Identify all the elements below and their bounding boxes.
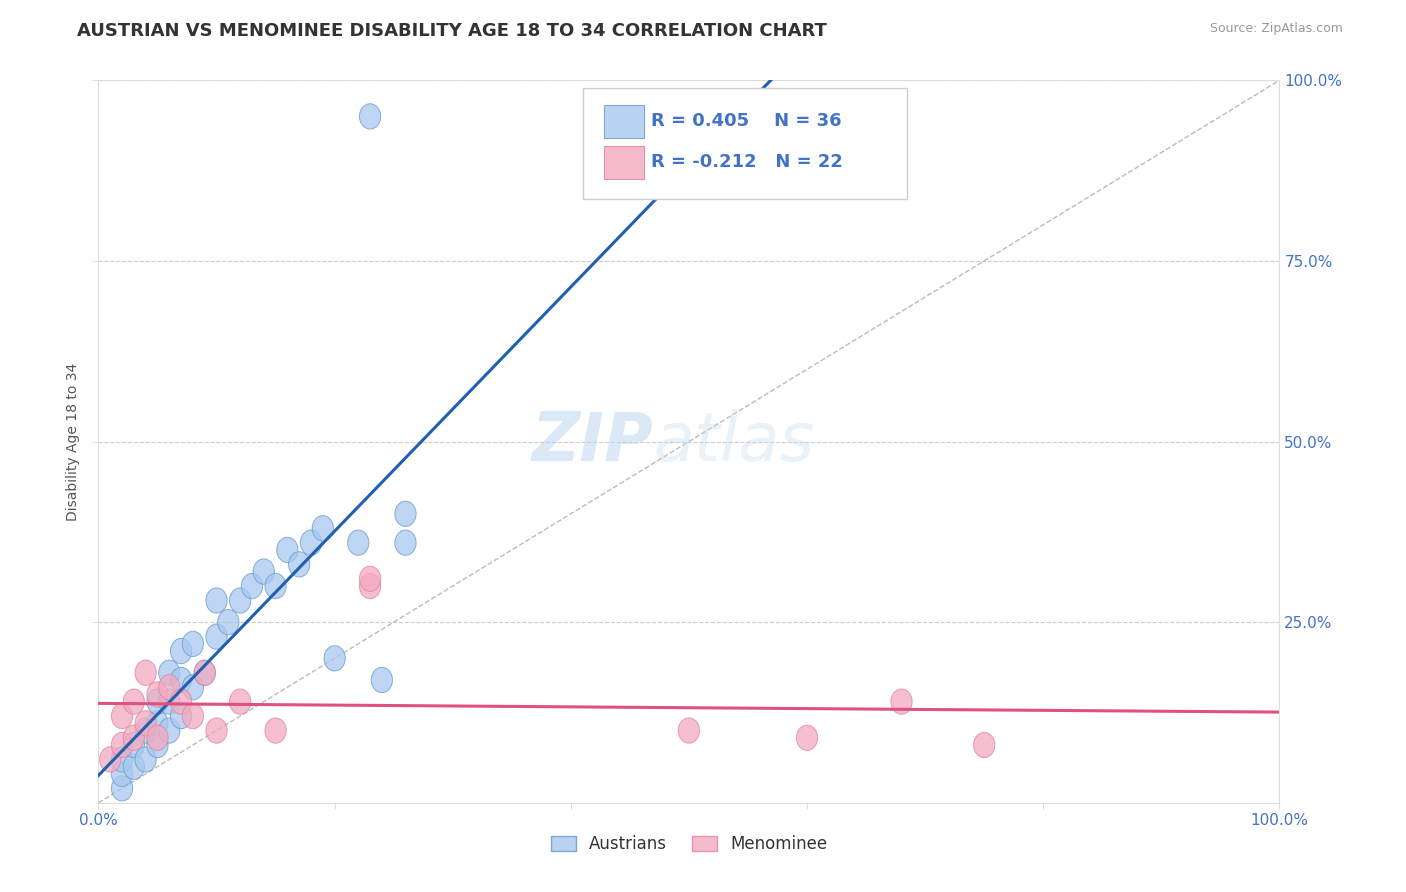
Text: Source: ZipAtlas.com: Source: ZipAtlas.com xyxy=(1209,22,1343,36)
Ellipse shape xyxy=(170,639,191,664)
Ellipse shape xyxy=(183,704,204,729)
Ellipse shape xyxy=(159,718,180,743)
Ellipse shape xyxy=(111,747,132,772)
Ellipse shape xyxy=(146,725,169,750)
Ellipse shape xyxy=(371,667,392,692)
Ellipse shape xyxy=(277,537,298,563)
Ellipse shape xyxy=(288,552,309,577)
FancyBboxPatch shape xyxy=(582,87,907,200)
Ellipse shape xyxy=(301,530,322,556)
Text: R = -0.212   N = 22: R = -0.212 N = 22 xyxy=(651,153,844,171)
Ellipse shape xyxy=(146,681,169,707)
Text: R = 0.405    N = 36: R = 0.405 N = 36 xyxy=(651,112,842,129)
Ellipse shape xyxy=(253,559,274,584)
Ellipse shape xyxy=(135,718,156,743)
Ellipse shape xyxy=(146,689,169,714)
Ellipse shape xyxy=(135,747,156,772)
Ellipse shape xyxy=(205,588,228,613)
Ellipse shape xyxy=(124,754,145,780)
Ellipse shape xyxy=(124,732,145,757)
FancyBboxPatch shape xyxy=(605,105,644,138)
Ellipse shape xyxy=(360,574,381,599)
Ellipse shape xyxy=(170,667,191,692)
Text: AUSTRIAN VS MENOMINEE DISABILITY AGE 18 TO 34 CORRELATION CHART: AUSTRIAN VS MENOMINEE DISABILITY AGE 18 … xyxy=(77,22,827,40)
Ellipse shape xyxy=(111,732,132,757)
Ellipse shape xyxy=(170,689,191,714)
Ellipse shape xyxy=(146,711,169,736)
Ellipse shape xyxy=(124,725,145,750)
Ellipse shape xyxy=(135,711,156,736)
Ellipse shape xyxy=(194,660,215,685)
Ellipse shape xyxy=(170,704,191,729)
Ellipse shape xyxy=(347,530,368,556)
Ellipse shape xyxy=(312,516,333,541)
Ellipse shape xyxy=(796,725,818,750)
Ellipse shape xyxy=(229,588,250,613)
Ellipse shape xyxy=(218,609,239,635)
Ellipse shape xyxy=(360,566,381,591)
Legend: Austrians, Menominee: Austrians, Menominee xyxy=(544,828,834,860)
Ellipse shape xyxy=(973,732,995,757)
Ellipse shape xyxy=(159,660,180,685)
Text: atlas: atlas xyxy=(654,409,814,475)
Ellipse shape xyxy=(111,761,132,787)
Ellipse shape xyxy=(205,718,228,743)
Ellipse shape xyxy=(264,718,287,743)
Ellipse shape xyxy=(159,689,180,714)
Ellipse shape xyxy=(395,501,416,526)
Ellipse shape xyxy=(183,674,204,700)
Ellipse shape xyxy=(395,530,416,556)
Ellipse shape xyxy=(205,624,228,649)
Ellipse shape xyxy=(183,632,204,657)
Ellipse shape xyxy=(229,689,250,714)
Y-axis label: Disability Age 18 to 34: Disability Age 18 to 34 xyxy=(66,362,80,521)
Text: ZIP: ZIP xyxy=(531,409,654,475)
Ellipse shape xyxy=(135,660,156,685)
Ellipse shape xyxy=(146,732,169,757)
Ellipse shape xyxy=(100,747,121,772)
Ellipse shape xyxy=(194,660,215,685)
Ellipse shape xyxy=(159,674,180,700)
Ellipse shape xyxy=(891,689,912,714)
Ellipse shape xyxy=(124,689,145,714)
FancyBboxPatch shape xyxy=(605,146,644,179)
Ellipse shape xyxy=(360,103,381,129)
Ellipse shape xyxy=(264,574,287,599)
Ellipse shape xyxy=(111,704,132,729)
Ellipse shape xyxy=(111,776,132,801)
Ellipse shape xyxy=(323,646,346,671)
Ellipse shape xyxy=(242,574,263,599)
Ellipse shape xyxy=(678,718,700,743)
